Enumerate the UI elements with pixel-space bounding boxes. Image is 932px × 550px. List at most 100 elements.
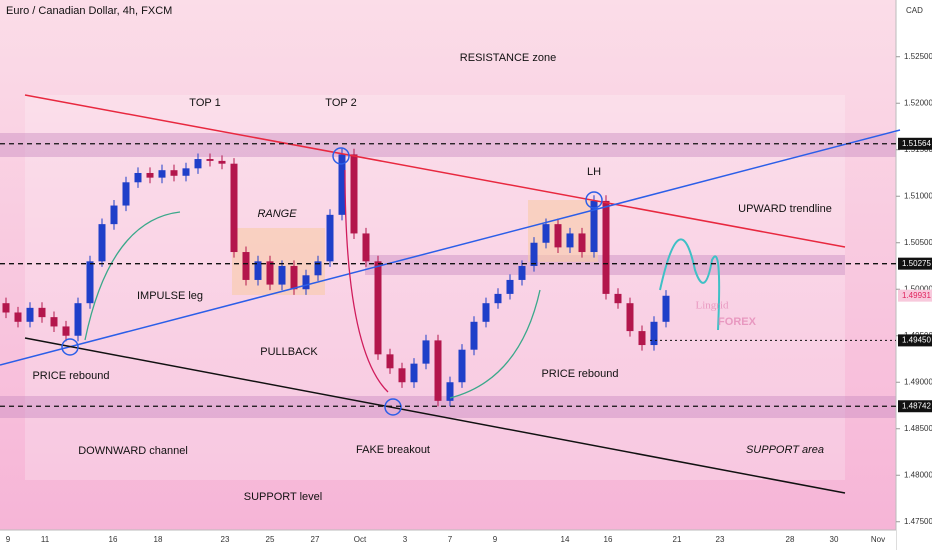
candle-body: [218, 160, 226, 164]
candle-body: [2, 303, 10, 313]
watermark: FOREX: [718, 316, 757, 328]
resistance-trendline: [24, 94, 846, 248]
candle-body: [134, 172, 142, 183]
annotation: PRICE rebound: [32, 370, 109, 382]
y-tick-label: 1.47500: [904, 517, 932, 526]
price-badge: [898, 257, 932, 270]
annotation: SUPPORT level: [244, 491, 322, 503]
annotation: RANGE: [257, 208, 297, 220]
candle-body: [434, 340, 442, 401]
watermark: Lingrid: [696, 300, 729, 312]
candle-body: [146, 172, 154, 178]
plot-background: [0, 0, 896, 550]
x-tick-label: 28: [786, 535, 795, 544]
x-tick-label: 25: [266, 535, 275, 544]
y-tick-label: 1.51000: [904, 191, 932, 200]
x-tick-label: 11: [41, 535, 50, 544]
candle-body: [242, 252, 250, 280]
candle-body: [338, 154, 346, 215]
candle-body: [86, 261, 94, 304]
candle-body: [638, 331, 646, 346]
candle-body: [74, 303, 82, 336]
candle-body: [422, 340, 430, 364]
candle-body: [398, 368, 406, 383]
candle-body: [554, 224, 562, 248]
price-label: 1.49931: [902, 291, 931, 300]
x-tick-label: Oct: [354, 535, 367, 544]
price-badge: [898, 334, 932, 347]
candle-body: [350, 154, 358, 234]
x-tick-label: Nov: [871, 535, 885, 544]
pivot-circle: [585, 191, 603, 209]
x-tick-label: 23: [221, 535, 230, 544]
candle-body: [122, 182, 130, 206]
impulse-arrow: [84, 211, 181, 341]
candle-body: [98, 224, 106, 262]
candle-body: [230, 163, 238, 253]
pivot-circle: [61, 338, 79, 356]
x-tick-label: 21: [673, 535, 682, 544]
candle-body: [50, 317, 58, 327]
price-label: 1.50275: [902, 259, 931, 268]
y-tick-label: 1.48500: [904, 424, 932, 433]
y-tick-label: 1.52000: [904, 98, 932, 107]
candle-body: [290, 265, 298, 290]
candle-body: [662, 295, 670, 322]
lh-box: [528, 200, 598, 262]
x-tick-label: 30: [830, 535, 839, 544]
candle-body: [302, 275, 310, 290]
candle-body: [530, 242, 538, 266]
rebound-arrow: [449, 289, 541, 399]
x-tick-label: 7: [448, 535, 453, 544]
price-axis: [896, 0, 932, 550]
candle-body: [194, 159, 202, 169]
x-tick-label: 16: [109, 535, 118, 544]
x-tick-label: 9: [493, 535, 498, 544]
candle-body: [278, 265, 286, 285]
y-tick-label: 1.48000: [904, 470, 932, 479]
candle-body: [386, 354, 394, 369]
y-tick-label: 1.50500: [904, 238, 932, 247]
candle-body: [182, 168, 190, 176]
candle-body: [458, 349, 466, 383]
x-tick-label: 3: [403, 535, 408, 544]
candle-body: [506, 279, 514, 294]
candle-body: [206, 159, 214, 161]
annotation: SUPPORT area: [746, 444, 824, 456]
projection: [659, 238, 721, 331]
pivot-circle: [384, 398, 402, 416]
symbol: Euro / Canadian Dollar, 4h, FXCM: [6, 5, 172, 17]
candle-body: [362, 233, 370, 262]
candle-body: [626, 303, 634, 332]
annotation: PULLBACK: [260, 346, 318, 358]
y-tick-label: 1.52500: [904, 52, 932, 61]
x-tick-label: 27: [311, 535, 320, 544]
price-label: 1.49450: [902, 336, 931, 345]
candle-body: [494, 293, 502, 304]
candle-body: [614, 293, 622, 304]
annotation: FAKE breakout: [356, 444, 430, 456]
candle-body: [170, 170, 178, 176]
candle-body: [26, 307, 34, 322]
price-badge: [898, 400, 932, 413]
annotation: IMPULSE leg: [137, 290, 203, 302]
candle-body: [326, 214, 334, 262]
candle-body: [602, 200, 610, 294]
candle-body: [578, 233, 586, 253]
candle-body: [470, 321, 478, 350]
support-trendline: [24, 337, 846, 494]
x-tick-label: 9: [6, 535, 11, 544]
candle-body: [314, 261, 322, 276]
currency: CAD: [906, 6, 923, 15]
candle-body: [158, 170, 166, 178]
candle-body: [590, 200, 598, 253]
x-tick-label: 16: [604, 535, 613, 544]
candle-body: [446, 382, 454, 401]
candle-body: [110, 205, 118, 225]
candle-body: [482, 303, 490, 322]
resistance-band: [0, 133, 896, 157]
pivot-circle: [332, 147, 350, 165]
candle-body: [62, 326, 70, 336]
x-tick-label: 18: [154, 535, 163, 544]
